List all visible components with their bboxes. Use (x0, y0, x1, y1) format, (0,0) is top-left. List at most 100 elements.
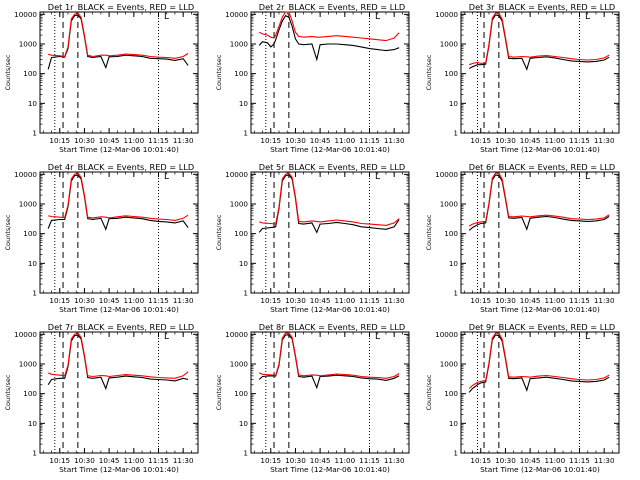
y-tick-label: 1000 (230, 200, 249, 209)
y-tick-label: 1000 (19, 360, 38, 369)
plot-frame (460, 11, 620, 134)
x-tick-label: 10:15 (49, 296, 70, 305)
y-tick-label: 1000 (19, 40, 38, 49)
x-tick-label: 11:15 (359, 296, 380, 305)
y-tick-label: 10 (449, 419, 459, 428)
panel-title: Det 2r_BLACK = Events, RED = LLD (259, 2, 405, 12)
y-tick-label: 10 (28, 99, 38, 108)
x-axis-label: Start Time (12-Mar-06 10:01:40) (480, 465, 600, 474)
y-tick-label: 100 (234, 69, 248, 78)
plot-frame (250, 331, 410, 454)
y-tick-label: 1 (32, 129, 37, 138)
flag-marker: L (585, 172, 590, 182)
x-tick-label: 10:30 (74, 296, 95, 305)
y-tick-label: 10000 (225, 10, 248, 19)
y-axis-label: Counts/sec (4, 54, 12, 90)
flag-marker: L (375, 332, 380, 342)
y-axis-label: Counts/sec (215, 374, 223, 410)
x-tick-label: 11:00 (123, 296, 144, 305)
y-tick-label: 100 (23, 69, 37, 78)
series-line-lld (259, 172, 400, 226)
series-line-events (468, 334, 610, 393)
y-axis-label: Counts/sec (215, 54, 223, 90)
y-tick-label: 1 (453, 449, 458, 458)
panel-title: Det 7r_BLACK = Events, RED = LLD (48, 322, 194, 332)
series-line-events (258, 15, 400, 62)
y-tick-label: 100 (23, 229, 37, 238)
x-tick-label: 11:00 (123, 456, 144, 465)
x-axis-label: Start Time (12-Mar-06 10:01:40) (270, 145, 390, 154)
x-tick-label: 10:45 (99, 136, 120, 145)
y-tick-label: 10000 (225, 170, 248, 179)
x-tick-label: 11:30 (173, 456, 194, 465)
panel-title: Det 4r_BLACK = Events, RED = LLD (48, 162, 194, 172)
detector-panel-6: Det 6r_BLACK = Events, RED = LLD Counts/s… (425, 162, 620, 314)
y-tick-label: 100 (234, 389, 248, 398)
x-tick-label: 11:00 (544, 296, 565, 305)
panel-title: Det 5r_BLACK = Events, RED = LLD (259, 162, 405, 172)
series-line-lld (468, 172, 610, 227)
x-tick-label: 11:00 (334, 136, 355, 145)
detector-panel-5: Det 5r_BLACK = Events, RED = LLD Counts/s… (215, 162, 410, 314)
x-tick-label: 11:15 (148, 296, 169, 305)
x-tick-label: 11:15 (148, 136, 169, 145)
series-line-lld (48, 12, 189, 59)
y-axis-label: Counts/sec (425, 374, 433, 410)
panel-title: Det 9r_BLACK = Events, RED = LLD (469, 322, 615, 332)
y-tick-label: 1000 (440, 40, 459, 49)
x-tick-label: 11:15 (148, 456, 169, 465)
y-axis-label: Counts/sec (4, 374, 12, 410)
series-line-events (258, 334, 400, 390)
panel-title: Det 3r_BLACK = Events, RED = LLD (469, 2, 615, 12)
x-tick-label: 11:30 (594, 296, 615, 305)
series-line-events (47, 334, 189, 391)
y-tick-label: 10000 (14, 10, 37, 19)
x-axis-label: Start Time (12-Mar-06 10:01:40) (270, 465, 390, 474)
flag-marker: L (585, 12, 590, 22)
x-tick-label: 10:45 (310, 296, 331, 305)
x-tick-label: 11:00 (334, 456, 355, 465)
x-tick-label: 10:30 (285, 136, 306, 145)
y-tick-label: 1 (243, 289, 248, 298)
y-axis-label: Counts/sec (425, 54, 433, 90)
x-axis-label: Start Time (12-Mar-06 10:01:40) (480, 305, 600, 314)
flag-marker: L (585, 332, 590, 342)
y-axis-label: Counts/sec (425, 214, 433, 250)
x-tick-label: 10:45 (99, 456, 120, 465)
x-tick-label: 11:30 (594, 136, 615, 145)
plot-frame (460, 331, 620, 454)
series-line-events (258, 174, 400, 234)
y-tick-label: 1000 (19, 200, 38, 209)
y-tick-label: 1 (453, 129, 458, 138)
plot-frame (39, 171, 199, 294)
y-tick-label: 1 (32, 289, 37, 298)
x-tick-label: 10:15 (470, 456, 491, 465)
x-tick-label: 11:15 (569, 296, 590, 305)
series-line-lld (468, 332, 610, 389)
x-tick-label: 10:15 (260, 136, 281, 145)
series-line-events (468, 174, 610, 231)
x-tick-label: 10:30 (495, 296, 516, 305)
y-tick-label: 10 (28, 419, 38, 428)
y-tick-label: 10 (449, 259, 459, 268)
y-tick-label: 10 (239, 99, 249, 108)
y-tick-label: 10 (28, 259, 38, 268)
plot-frame (250, 11, 410, 134)
x-tick-label: 11:15 (359, 136, 380, 145)
x-tick-label: 10:45 (520, 136, 541, 145)
x-tick-label: 10:45 (520, 456, 541, 465)
x-tick-label: 11:30 (594, 456, 615, 465)
flag-marker: L (375, 12, 380, 22)
y-tick-label: 1 (243, 449, 248, 458)
series-line-events (468, 14, 610, 71)
y-tick-label: 10000 (225, 330, 248, 339)
x-tick-label: 10:15 (470, 136, 491, 145)
series-line-lld (469, 12, 610, 66)
x-tick-label: 10:30 (495, 136, 516, 145)
y-tick-label: 100 (234, 229, 248, 238)
x-axis-label: Start Time (12-Mar-06 10:01:40) (59, 305, 179, 314)
panel-title: Det 6r_BLACK = Events, RED = LLD (469, 162, 615, 172)
y-tick-label: 100 (444, 229, 458, 238)
y-tick-label: 10 (239, 259, 249, 268)
